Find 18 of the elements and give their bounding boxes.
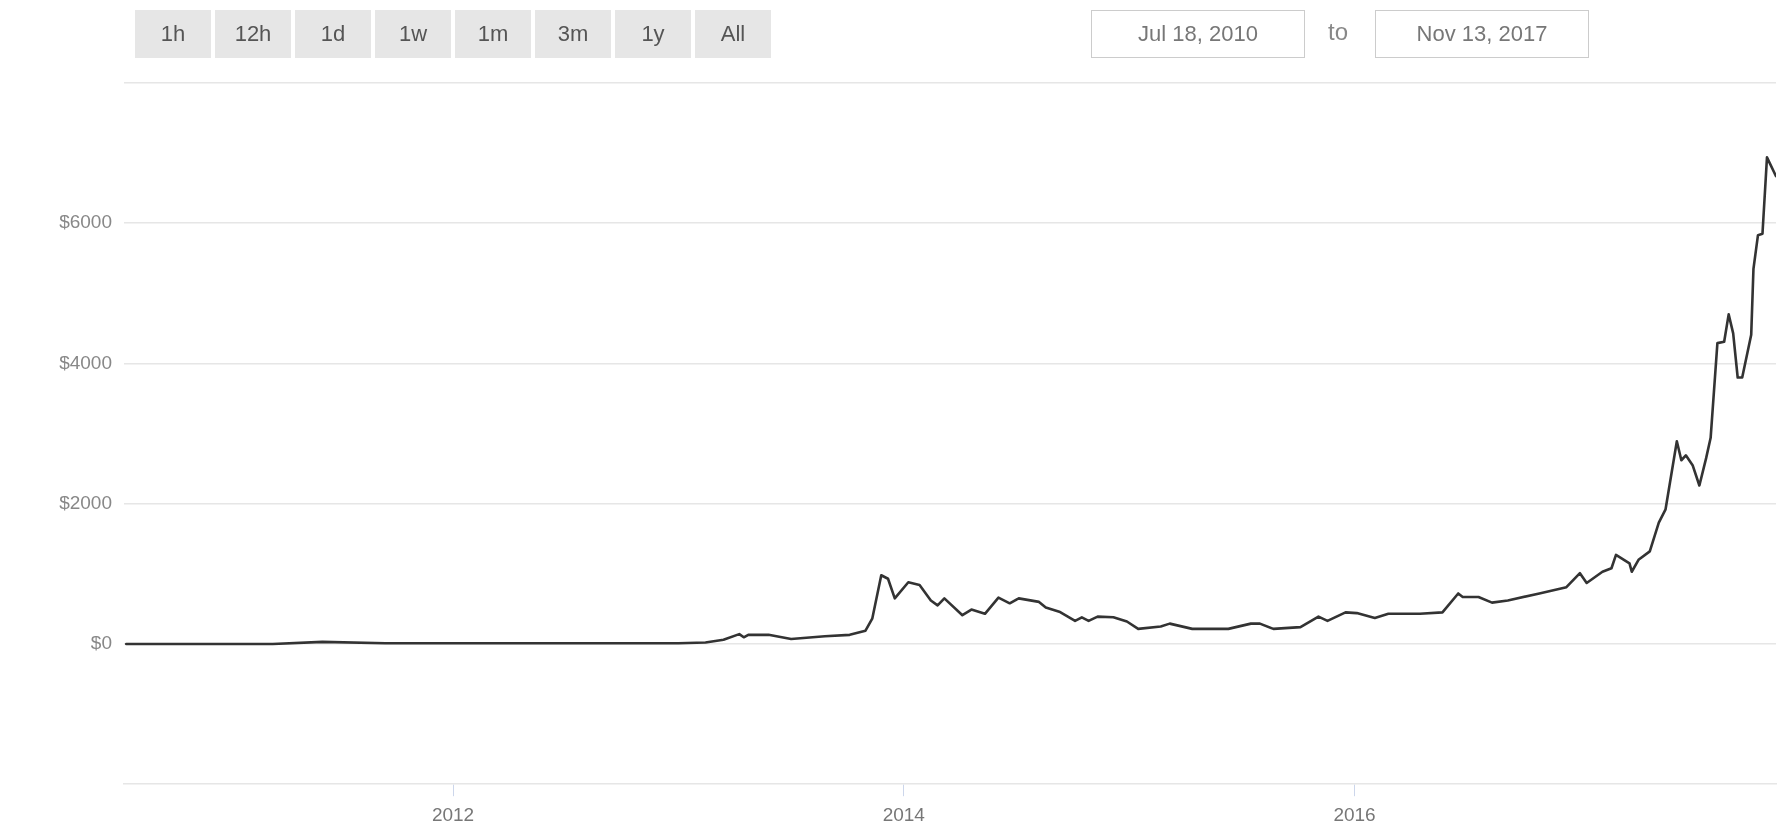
- text: 1y: [615, 10, 691, 58]
- y-tick-label: $2000: [59, 491, 112, 513]
- text: 1m: [455, 10, 531, 58]
- text: 1w: [375, 10, 451, 58]
- text: 1h: [135, 10, 211, 58]
- text: All: [695, 10, 771, 58]
- x-tick-label: 2014: [882, 803, 926, 825]
- y-tick-label: $4000: [59, 351, 112, 373]
- text: 12h: [215, 10, 291, 58]
- text: Nov 13, 2017: [1375, 10, 1589, 58]
- y-tick-label: $6000: [59, 211, 112, 233]
- text: 1d: [295, 10, 371, 58]
- y-tick-label: $0: [90, 632, 112, 654]
- text: to: [1328, 17, 1349, 47]
- text: 3m: [535, 10, 611, 58]
- x-tick-label: 2012: [431, 803, 475, 825]
- text: Jul 18, 2010: [1091, 10, 1305, 58]
- x-tick-label: 2016: [1333, 803, 1376, 825]
